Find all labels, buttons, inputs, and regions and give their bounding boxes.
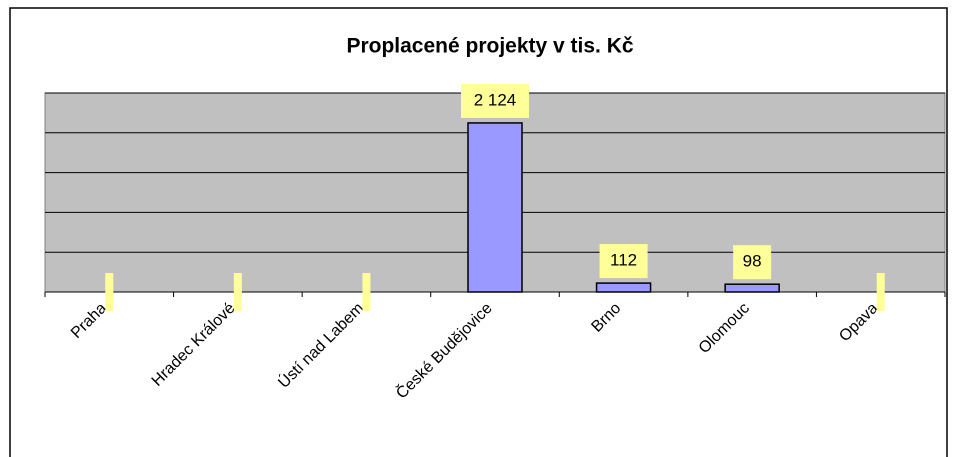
value-label: 98	[743, 252, 762, 271]
value-label-box	[362, 273, 371, 311]
value-label-box	[105, 273, 114, 311]
value-label-box	[461, 83, 529, 118]
value-label-box	[599, 244, 648, 279]
value-label-box	[876, 273, 885, 311]
value-label: 112	[610, 251, 637, 270]
value-label: 2 124	[474, 90, 517, 109]
bar	[724, 283, 780, 293]
chart-title: Proplacené projekty v tis. Kč	[346, 35, 633, 58]
bar	[467, 122, 523, 293]
value-label-box	[233, 273, 242, 311]
value-label-box	[733, 245, 772, 280]
bar	[595, 282, 652, 293]
